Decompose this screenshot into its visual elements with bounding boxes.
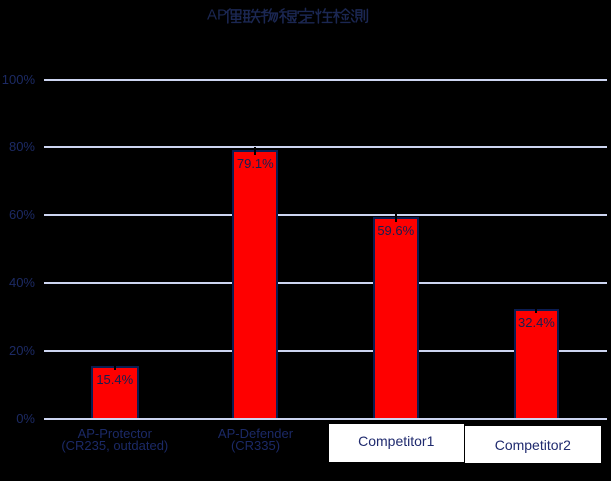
svg-text:AP: AP — [207, 7, 227, 24]
